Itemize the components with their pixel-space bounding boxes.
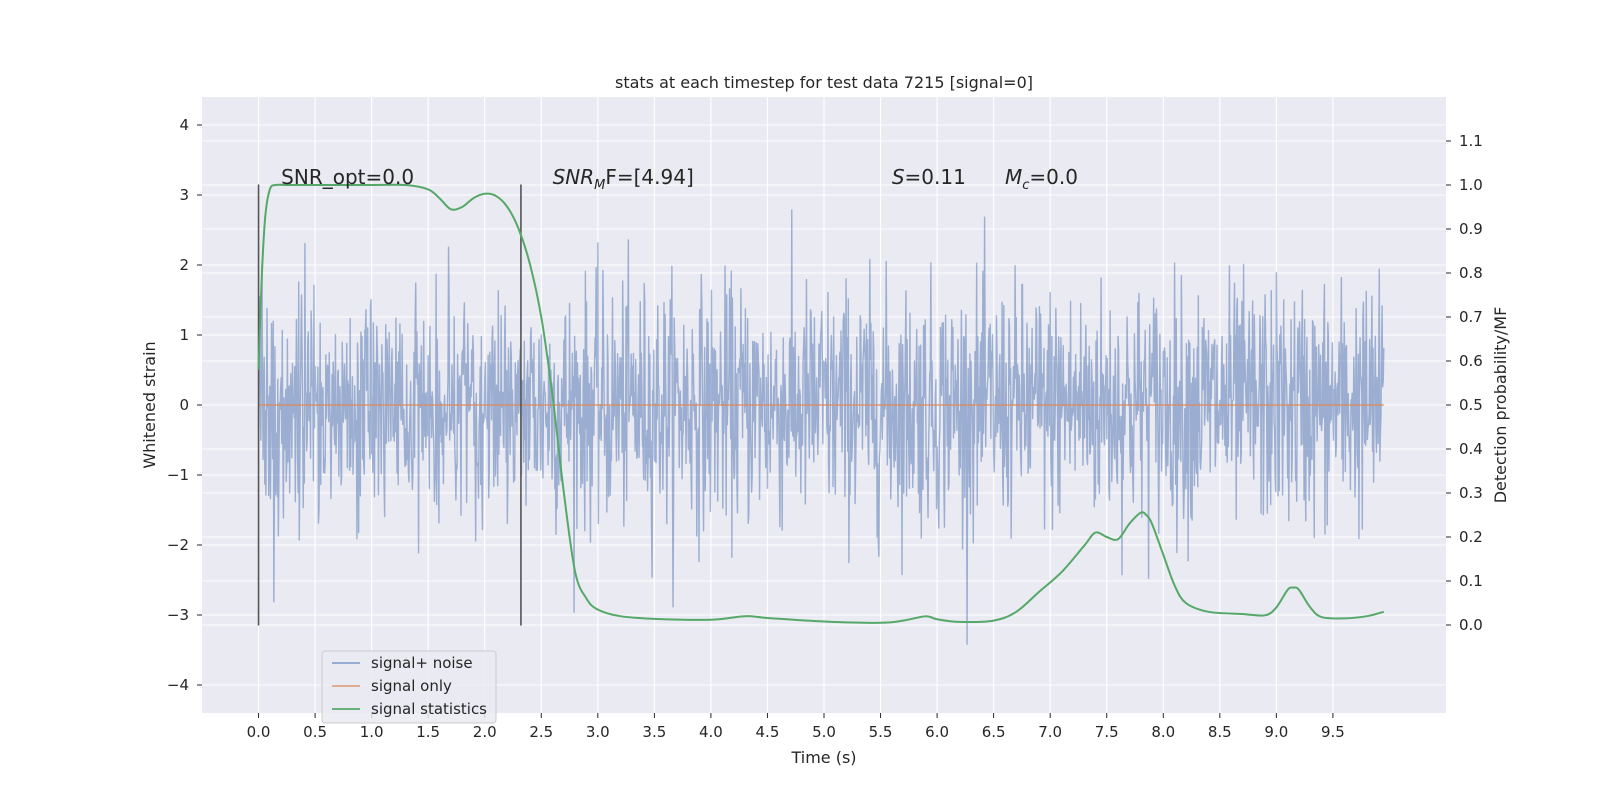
y-axis-label: Whitened strain [140, 341, 159, 468]
axis-ticks: 0.0 0.5 1.0 1.5 2.0 2.5 3.0 3.5 4.0 4.5 5.0 5.5 6.0 6… [167, 116, 1483, 741]
legend: signal+ noise signal only signal statist… [321, 650, 497, 724]
x-tick-label: 5.0 [812, 723, 836, 741]
y-axis-right-label: Detection probability/MF [1491, 307, 1510, 504]
annotation-snr-mf-base: SNR [553, 165, 595, 189]
x-axis-label: Time (s) [790, 748, 856, 767]
x-tick-label: 2.5 [529, 723, 553, 741]
x-tick-label: 6.5 [982, 723, 1006, 741]
legend-label-signal-only: signal only [371, 677, 452, 695]
legend-label-signal-plus-noise: signal+ noise [371, 654, 473, 672]
y-right-tick-label: 0.8 [1459, 264, 1483, 282]
x-tick-label: 9.5 [1321, 723, 1345, 741]
y-right-tick-label: 0.9 [1459, 220, 1483, 238]
y-right-tick-label: 0.5 [1459, 396, 1483, 414]
y-tick-label: 3 [179, 186, 189, 204]
y-tick-label: 1 [179, 326, 189, 344]
signal-plus-noise-path [257, 209, 1385, 645]
x-tick-label: 8.5 [1208, 723, 1232, 741]
x-tick-label: 4.0 [699, 723, 723, 741]
x-tick-label: 4.5 [756, 723, 780, 741]
x-tick-label: 9.0 [1264, 723, 1288, 741]
chart-title: stats at each timestep for test data 721… [615, 73, 1033, 92]
y-right-tick-label: 0.4 [1459, 440, 1483, 458]
y-tick-label: 2 [179, 256, 189, 274]
x-tick-label: 0.5 [303, 723, 327, 741]
y-tick-label: 4 [179, 116, 189, 134]
annotation-mc-number: =0.0 [1029, 165, 1078, 189]
x-tick-label: 1.5 [416, 723, 440, 741]
y-right-tick-label: 0.6 [1459, 352, 1483, 370]
annotation-snr-mf-subscript: M [594, 178, 605, 193]
y-right-tick-label: 0.1 [1459, 572, 1483, 590]
y-right-tick-label: 0.3 [1459, 484, 1483, 502]
y-right-tick-label: 1.1 [1459, 132, 1483, 150]
x-tick-label: 2.0 [473, 723, 497, 741]
annotation-mc-subscript: c [1022, 178, 1029, 193]
annotation-snr-opt: SNR_opt=0.0 [281, 165, 414, 189]
legend-label-signal-statistics: signal statistics [371, 700, 487, 718]
x-tick-label: 1.0 [360, 723, 384, 741]
x-tick-label: 6.0 [925, 723, 949, 741]
y-tick-label: −2 [167, 536, 189, 554]
x-tick-label: 0.0 [247, 723, 271, 741]
annotation-s-number: =0.11 [905, 165, 966, 189]
y-right-tick-label: 0.0 [1459, 616, 1483, 634]
y-right-tick-label: 0.7 [1459, 308, 1483, 326]
x-tick-label: 7.0 [1038, 723, 1062, 741]
y-tick-label: −1 [167, 466, 189, 484]
x-tick-label: 8.0 [1151, 723, 1175, 741]
y-tick-label: 0 [179, 396, 189, 414]
annotation-s-value: S=0.11 [892, 165, 966, 189]
x-tick-label: 3.0 [586, 723, 610, 741]
annotation-s-symbol: S [892, 165, 905, 189]
y-right-tick-label: 0.2 [1459, 528, 1483, 546]
annotation-snr-mf: SNRMF=[4.94] [553, 165, 694, 193]
vertical-markers [257, 184, 522, 626]
series-signal-statistics-line [257, 183, 1385, 624]
annotation-mc-symbol: M [1005, 165, 1022, 189]
legend-box [321, 650, 497, 724]
y-tick-label: −4 [167, 676, 189, 694]
x-tick-label: 3.5 [642, 723, 666, 741]
series-signal-plus-noise [257, 209, 1385, 645]
y-tick-label: −3 [167, 606, 189, 624]
x-tick-label: 5.5 [869, 723, 893, 741]
annotation-mc-value: Mc=0.0 [1005, 165, 1078, 193]
y-right-tick-label: 1.0 [1459, 176, 1483, 194]
annotation-snr-mf-value: F=[4.94] [605, 165, 693, 189]
x-tick-label: 7.5 [1095, 723, 1119, 741]
